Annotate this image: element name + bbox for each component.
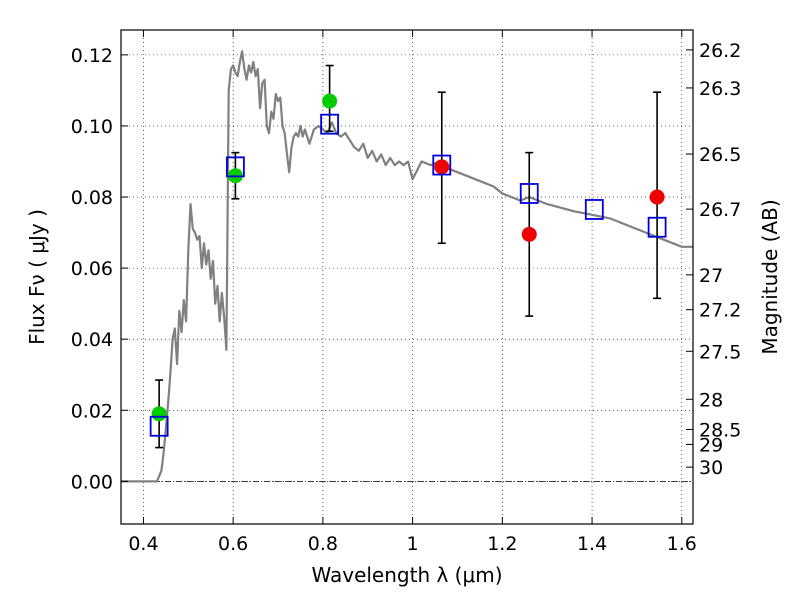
magnitude-tick-label: 26.2 (699, 40, 741, 62)
y-axis-title: Flux Fν ( μJy ) (25, 209, 49, 345)
x-tick-label: 1.2 (487, 533, 517, 555)
x-tick-label: 0.4 (128, 533, 158, 555)
magnitude-tick-label: 28 (699, 389, 723, 411)
magnitude-tick-label: 26.3 (699, 78, 741, 100)
x-tick-label: 1.4 (577, 533, 607, 555)
observed-point (151, 406, 167, 422)
magnitude-tick-label: 27 (699, 265, 723, 287)
model-photometry-square (519, 183, 539, 204)
observed-point (521, 226, 537, 242)
observed-point (649, 189, 665, 205)
model-photometry-square (584, 199, 604, 220)
model-photometry-square (320, 113, 340, 135)
x-tick-label: 1.6 (667, 533, 697, 555)
model-photometry-square (225, 156, 245, 178)
y-tick-label: 0.10 (71, 116, 113, 138)
y-tick-label: 0.12 (71, 45, 113, 67)
magnitude-tick-label: 27.5 (699, 341, 741, 363)
model-photometry-square (432, 154, 452, 176)
spectrum-line (121, 50, 693, 483)
x-tick-label: 0.6 (218, 533, 248, 555)
magnitude-tick-label: 30 (699, 457, 723, 479)
y-axis-ticks: 0.00 0.02 0.04 0.06 0.08 0.10 0.12 (71, 45, 128, 493)
magnitude-axis-title: Magnitude (AB) (758, 199, 782, 354)
x-tick-label: 1 (407, 533, 419, 555)
x-tick-label: 0.8 (308, 533, 338, 555)
observed-point (434, 159, 450, 175)
magnitude-tick-label: 27.2 (699, 300, 741, 322)
plot-frame (120, 29, 694, 525)
y-tick-label: 0.08 (71, 187, 113, 209)
model-photometry-square (647, 216, 667, 238)
y-tick-label: 0.04 (71, 329, 113, 351)
model-photometry-square (149, 415, 169, 437)
y-tick-label: 0.02 (71, 400, 113, 422)
magnitude-tick-label: 26.7 (699, 199, 741, 221)
x-axis-ticks: 0.4 0.6 0.8 1 1.2 1.4 1.6 (128, 30, 697, 555)
y-tick-label: 0.00 (71, 471, 113, 493)
x-axis-title: Wavelength λ (μm) (311, 563, 502, 587)
magnitude-tick-label: 28.5 (699, 419, 741, 441)
data-markers (149, 93, 667, 437)
magnitude-tick-label: 26.5 (699, 144, 741, 166)
y-tick-label: 0.06 (71, 258, 113, 280)
plot-background (121, 30, 693, 524)
observed-point (322, 93, 338, 109)
magnitude-tick-label: 29 (699, 434, 723, 456)
model-spectrum (121, 50, 693, 483)
